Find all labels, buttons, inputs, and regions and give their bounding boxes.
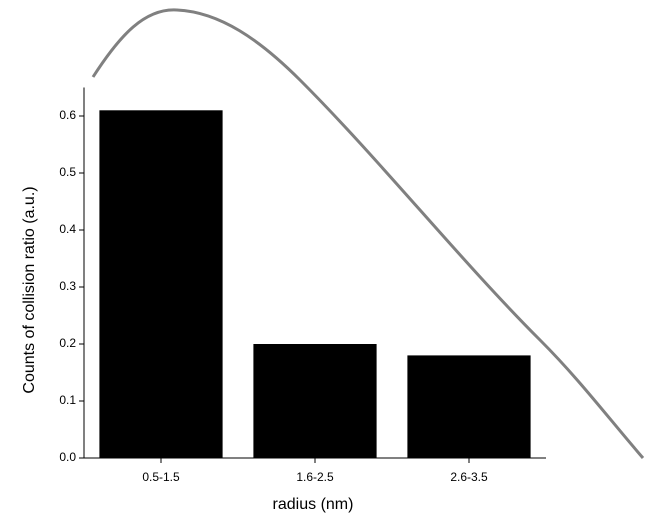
y-tick-label: 0.0 [59,450,76,464]
y-tick-label: 0.2 [59,336,76,350]
y-tick-label: 0.5 [59,165,76,179]
x-tick-label: 2.6-3.5 [450,470,488,484]
x-axis-title: radius (nm) [273,496,354,513]
bar [99,110,223,459]
y-tick-label: 0.4 [59,222,76,236]
x-tick-label: 1.6-2.5 [296,470,334,484]
bar [253,344,377,458]
bar [407,355,531,458]
x-tick-label: 0.5-1.5 [142,470,180,484]
y-tick-label: 0.1 [59,393,76,407]
y-tick-label: 0.3 [59,279,76,293]
y-tick-label: 0.6 [59,108,76,122]
y-axis-title: Counts of collision ratio (a.u.) [21,186,38,393]
trend-curve [91,8,645,459]
